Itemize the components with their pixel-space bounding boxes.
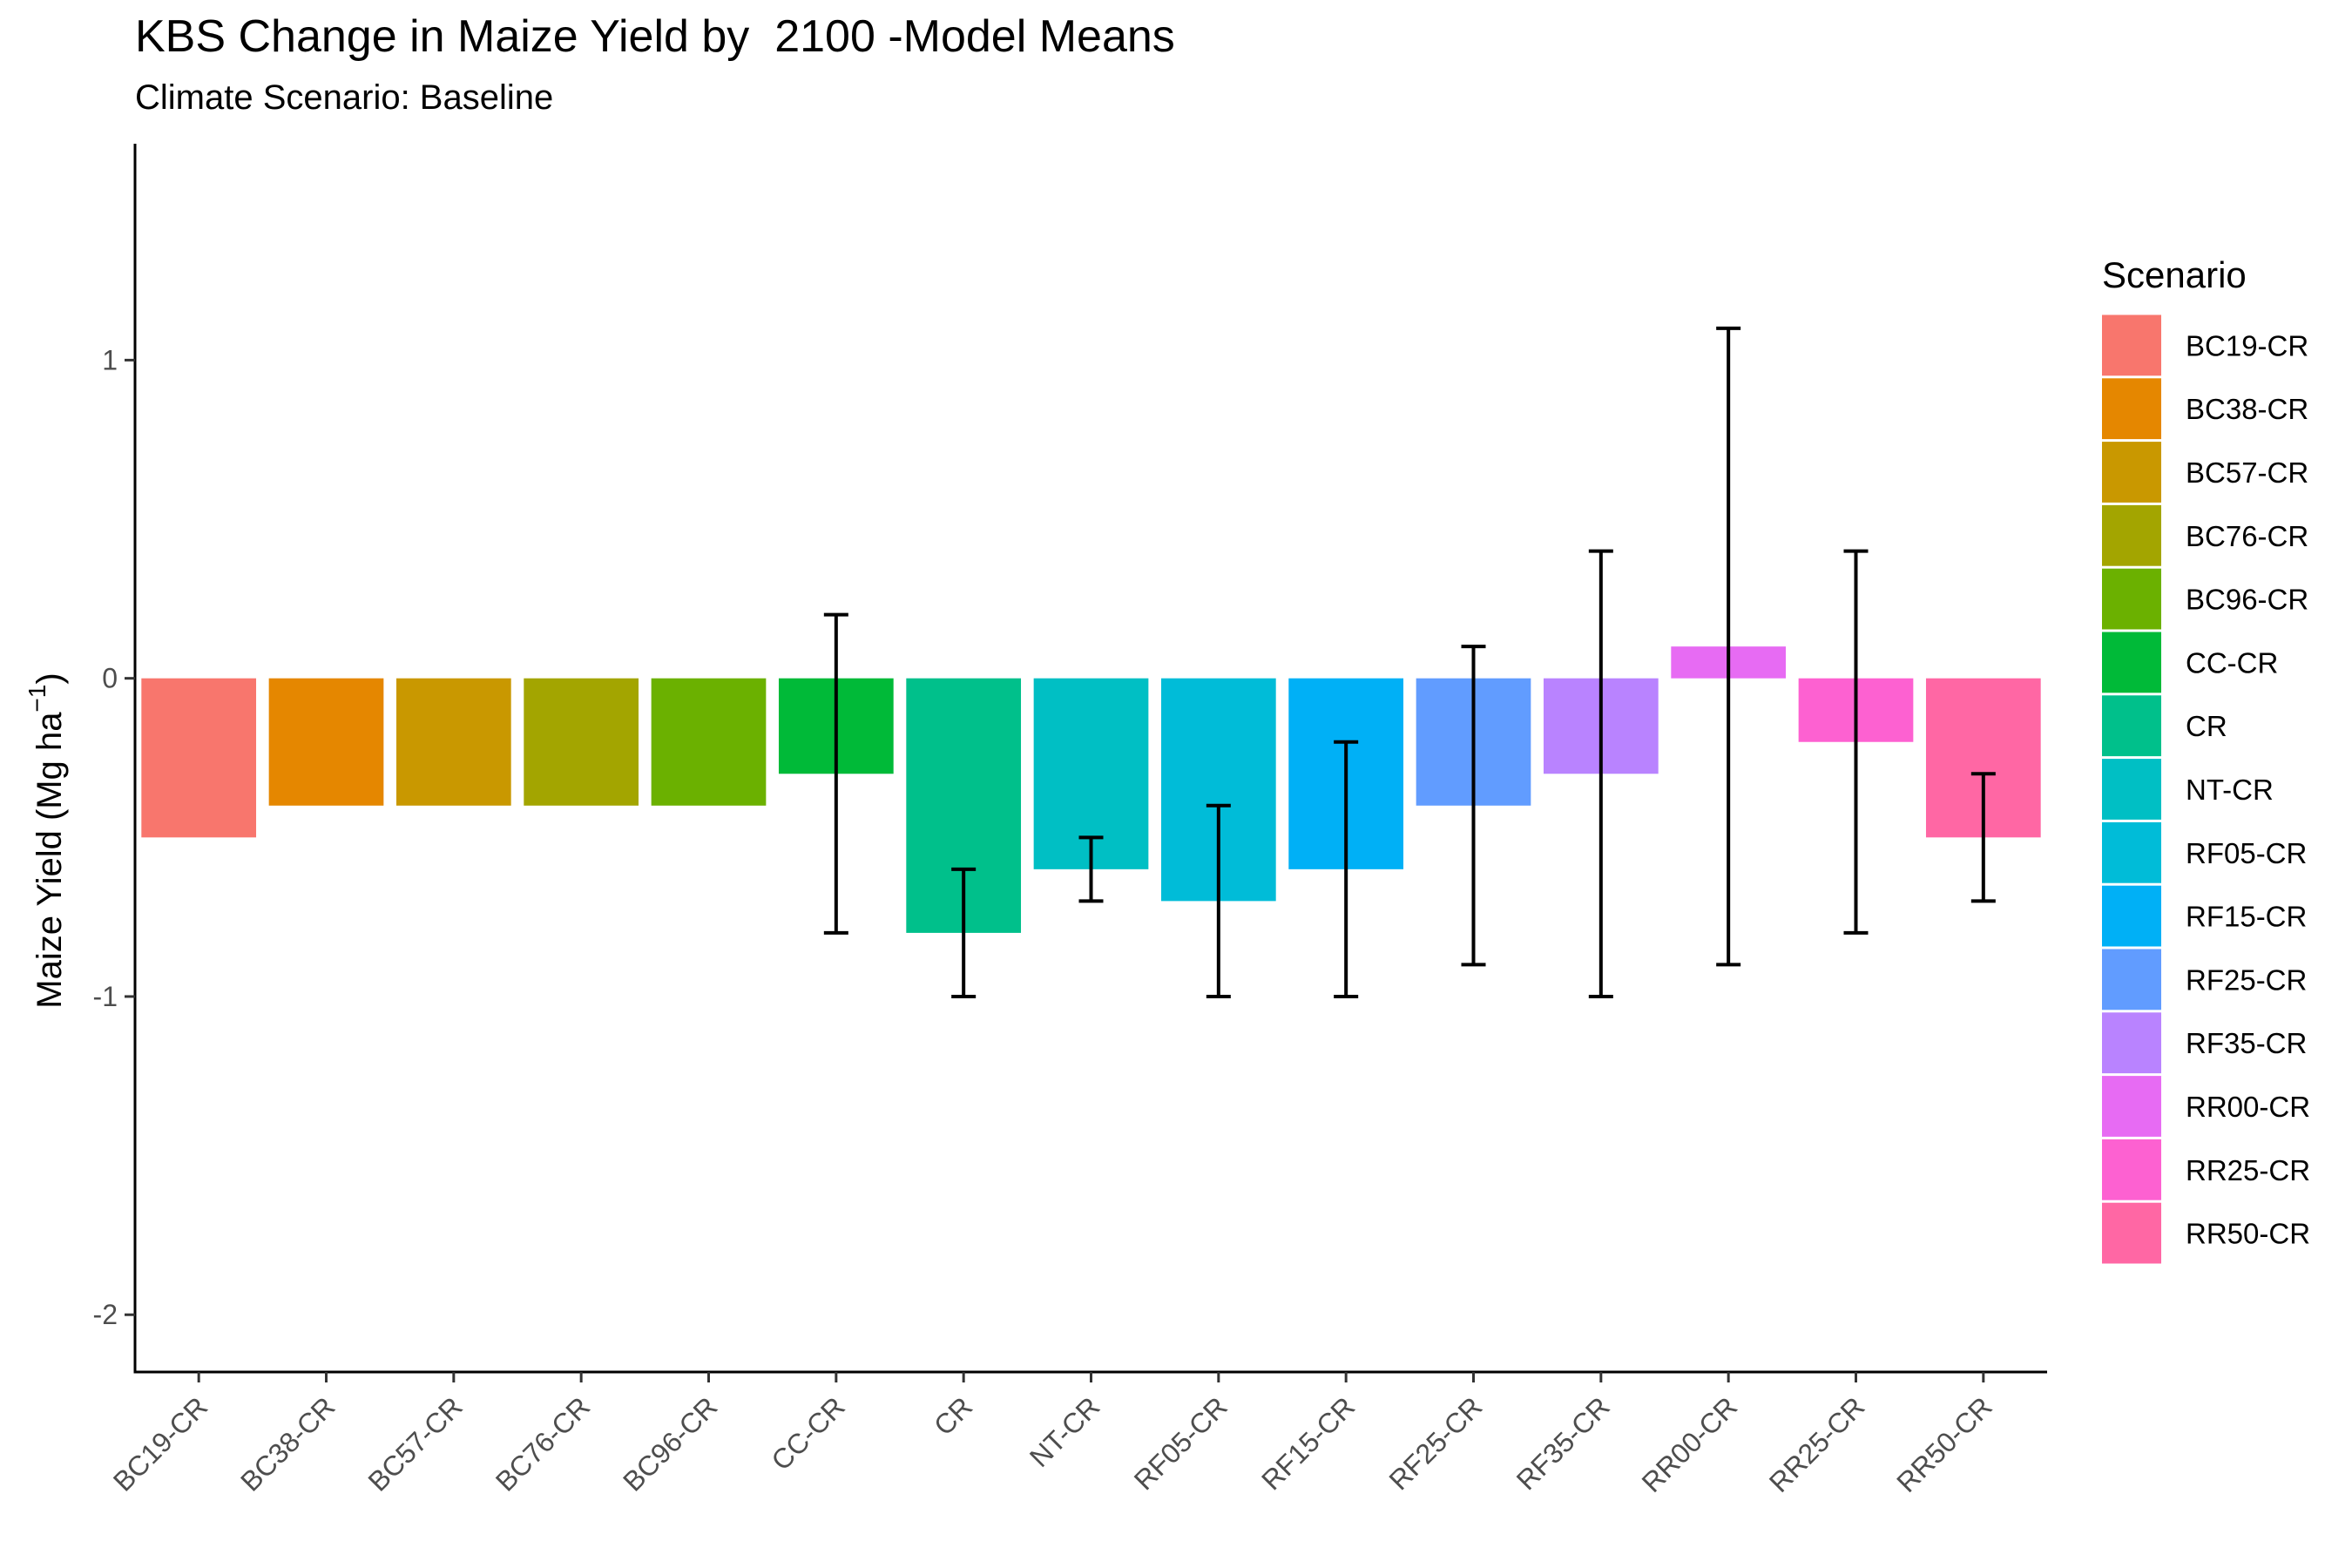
legend-key-rf35-cr bbox=[2102, 1012, 2161, 1074]
x-tick-label: RF25-CR bbox=[1382, 1390, 1488, 1496]
legend-key-cr bbox=[2102, 695, 2161, 757]
bar-bc57-cr bbox=[395, 678, 511, 806]
y-tick-label: 1 bbox=[102, 344, 118, 375]
legend-key-bc76-cr bbox=[2102, 504, 2161, 566]
legend: Scenario BC19-CR BC38-CR BC57-CR BC76-CR BC9… bbox=[2102, 254, 2310, 1264]
legend-key-rf15-cr bbox=[2102, 885, 2161, 947]
x-tick-label: RF05-CR bbox=[1128, 1390, 1233, 1496]
y-ticks: 1 0 -1 -2 bbox=[93, 344, 135, 1330]
chart-title: KBS Change in Maize Yield by 2100 -Model… bbox=[135, 11, 1175, 62]
x-tick-label: RR25-CR bbox=[1763, 1390, 1871, 1498]
legend-label: NT-CR bbox=[2186, 774, 2274, 806]
legend-label: BC96-CR bbox=[2186, 584, 2308, 616]
legend-key-rf25-cr bbox=[2102, 949, 2161, 1010]
legend-label: RF35-CR bbox=[2186, 1027, 2307, 1059]
legend-label: RR50-CR bbox=[2186, 1218, 2310, 1250]
x-tick-label: NT-CR bbox=[1024, 1390, 1106, 1473]
error-bar-cc-cr bbox=[823, 612, 848, 935]
legend-key-rr25-cr bbox=[2102, 1139, 2161, 1200]
x-tick-label: RF15-CR bbox=[1255, 1390, 1361, 1496]
x-tick-label: CC-CR bbox=[765, 1390, 850, 1476]
x-tick-label: BC96-CR bbox=[617, 1390, 723, 1497]
x-tick-label: BC38-CR bbox=[234, 1390, 341, 1497]
error-bar-rr50-cr bbox=[1970, 772, 1996, 903]
bar-bc19-cr bbox=[141, 678, 257, 838]
legend-key-bc57-cr bbox=[2102, 442, 2161, 503]
legend-label: RR25-CR bbox=[2186, 1154, 2310, 1186]
legend-label: BC38-CR bbox=[2186, 393, 2308, 425]
x-tick-label: BC76-CR bbox=[490, 1390, 596, 1497]
legend-label: BC76-CR bbox=[2186, 520, 2308, 552]
error-bar-rf25-cr bbox=[1461, 645, 1486, 967]
x-tick-label: BC57-CR bbox=[362, 1390, 469, 1497]
legend-label: BC19-CR bbox=[2186, 329, 2308, 362]
legend-key-bc19-cr bbox=[2102, 314, 2161, 376]
legend-label: RF25-CR bbox=[2186, 963, 2307, 996]
x-tick-label: RR50-CR bbox=[1890, 1390, 1998, 1498]
legend-key-cc-cr bbox=[2102, 632, 2161, 693]
chart-subtitle: Climate Scenario: Baseline bbox=[135, 78, 554, 117]
y-tick-label: -2 bbox=[93, 1299, 118, 1330]
legend-label: RF15-CR bbox=[2186, 901, 2307, 933]
y-axis-title: Maize Yield (Mg ha−1) bbox=[24, 672, 69, 1008]
x-tick-label: RF35-CR bbox=[1511, 1390, 1616, 1496]
error-bar-rf35-cr bbox=[1588, 549, 1613, 998]
legend-key-rr50-cr bbox=[2102, 1202, 2161, 1264]
errorbars-layer bbox=[823, 326, 1996, 998]
legend-label: BC57-CR bbox=[2186, 456, 2308, 489]
error-bar-rf15-cr bbox=[1334, 740, 1359, 998]
y-tick-label: -1 bbox=[93, 981, 118, 1012]
x-tick-label: RR00-CR bbox=[1636, 1390, 1744, 1498]
error-bar-rf05-cr bbox=[1206, 803, 1231, 998]
error-bar-rr00-cr bbox=[1716, 326, 1741, 967]
legend-label: CC-CR bbox=[2186, 646, 2278, 679]
error-bar-cr bbox=[951, 867, 977, 998]
legend-label: RR00-CR bbox=[2186, 1091, 2310, 1123]
y-tick-label: 0 bbox=[102, 663, 118, 694]
legend-key-bc96-cr bbox=[2102, 568, 2161, 630]
x-ticks: BC19-CR BC38-CR BC57-CR BC76-CR BC96-CR CC-CR… bbox=[107, 1372, 1998, 1498]
legend-title: Scenario bbox=[2102, 254, 2247, 295]
bar-bc76-cr bbox=[524, 678, 639, 806]
bar-bc96-cr bbox=[651, 678, 767, 806]
legend-key-bc38-cr bbox=[2102, 378, 2161, 440]
legend-key-rr00-cr bbox=[2102, 1076, 2161, 1137]
legend-key-nt-cr bbox=[2102, 759, 2161, 820]
x-tick-label: BC19-CR bbox=[107, 1390, 213, 1497]
legend-label: RF05-CR bbox=[2186, 837, 2307, 869]
legend-label: CR bbox=[2186, 710, 2227, 742]
error-bar-rr25-cr bbox=[1843, 549, 1869, 935]
x-tick-label: CR bbox=[928, 1390, 978, 1441]
bar-bc38-cr bbox=[268, 678, 384, 806]
legend-key-rf05-cr bbox=[2102, 821, 2161, 883]
error-bar-nt-cr bbox=[1078, 835, 1104, 903]
